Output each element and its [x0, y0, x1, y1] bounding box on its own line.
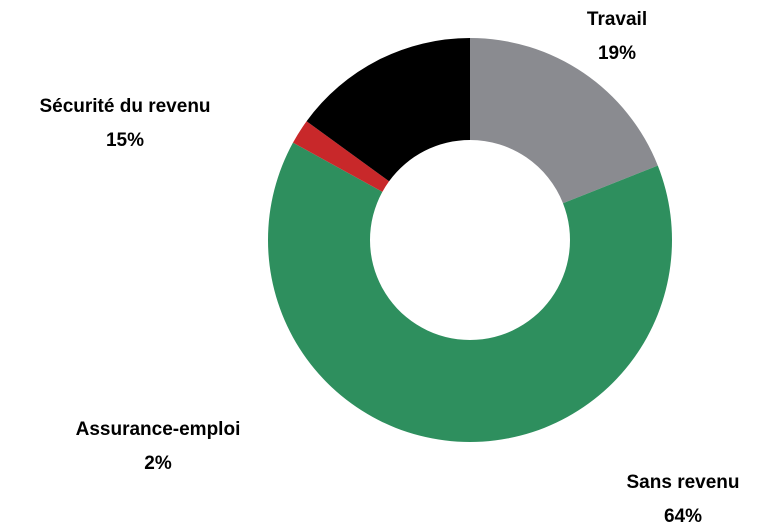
- slice-value-label: 19%: [598, 43, 636, 64]
- slice-label: Travail: [587, 9, 647, 30]
- slice-value-label: 15%: [106, 130, 144, 151]
- slice-label: Sans revenu: [627, 472, 740, 493]
- slice-label: Assurance-emploi: [76, 419, 241, 440]
- pie-slice: [306, 38, 470, 182]
- slice-label: Sécurité du revenu: [39, 96, 210, 117]
- slice-value-label: 64%: [664, 506, 702, 527]
- slice-value-label: 2%: [144, 453, 172, 474]
- pie-slice: [292, 121, 390, 192]
- pie-slice: [268, 142, 672, 442]
- pie-slice: [470, 38, 658, 204]
